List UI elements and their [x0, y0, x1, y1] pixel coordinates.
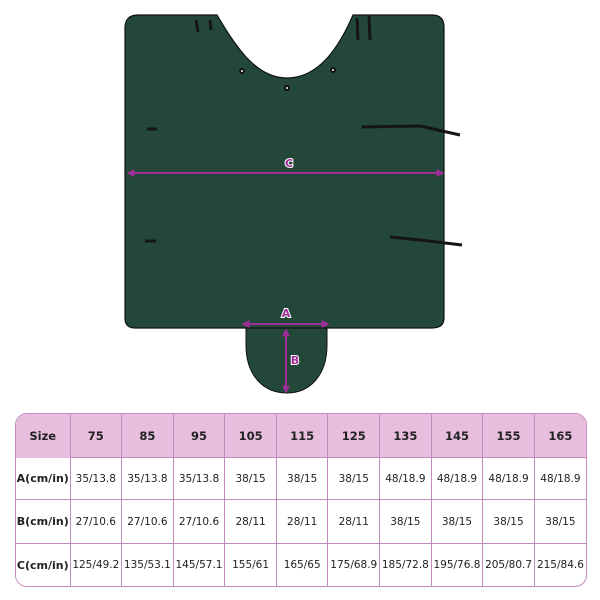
table-cell: 175/68.9 [327, 543, 381, 586]
header-size: 105 [224, 414, 277, 458]
table-cell: 27/10.6 [69, 499, 123, 545]
header-size: 155 [482, 414, 535, 458]
table-cell: 165/65 [275, 543, 329, 586]
header-size: 95 [172, 414, 226, 458]
table-cell: 35/13.8 [172, 456, 226, 501]
table-cell: 135/53.1 [121, 543, 174, 586]
header-size-label: Size [16, 414, 71, 458]
table-cell: 28/11 [224, 499, 277, 545]
table-row: B(cm/in) 27/10.6 27/10.6 27/10.6 28/11 28/11 2… [16, 499, 586, 545]
table-row: A(cm/in) 35/13.8 35/13.8 35/13.8 38/15 38/15 3… [16, 456, 586, 501]
header-size: 125 [327, 414, 381, 458]
table-cell: 38/15 [224, 456, 277, 501]
dimension-b-label: B [291, 354, 299, 367]
neck-strap-right [355, 15, 372, 41]
header-size: 115 [275, 414, 329, 458]
table-cell: 48/18.9 [430, 456, 484, 501]
table-cell: 27/10.6 [121, 499, 174, 545]
table-cell: 27/10.6 [172, 499, 226, 545]
table-cell: 205/80.7 [482, 543, 535, 586]
neck-buttons [239, 67, 336, 91]
table-cell: 155/61 [224, 543, 277, 586]
table-cell: 28/11 [327, 499, 381, 545]
table-cell: 48/18.9 [379, 456, 432, 501]
table-cell: 185/72.8 [379, 543, 432, 586]
table-cell: 48/18.9 [533, 456, 586, 501]
row-label: B(cm/in) [16, 499, 71, 545]
table-cell: 38/15 [327, 456, 381, 501]
header-size: 75 [69, 414, 123, 458]
table-cell: 195/76.8 [430, 543, 484, 586]
size-chart-table: Size 75 85 95 105 115 125 135 145 155 165 A(cm/in… [15, 413, 587, 587]
header-size: 145 [430, 414, 484, 458]
table-cell: 48/18.9 [482, 456, 535, 501]
neck-strap-left [194, 19, 213, 33]
table-cell: 28/11 [275, 499, 329, 545]
blanket-diagram: C A B [124, 14, 463, 394]
table-cell: 38/15 [275, 456, 329, 501]
table-cell: 35/13.8 [69, 456, 123, 501]
strap-front [361, 124, 461, 137]
table-cell: 145/57.1 [172, 543, 226, 586]
header-size: 85 [121, 414, 174, 458]
blanket-body [124, 14, 445, 329]
table-cell: 38/15 [482, 499, 535, 545]
row-label: A(cm/in) [16, 457, 71, 501]
row-label: C(cm/in) [16, 543, 71, 586]
table-cell: 125/49.2 [69, 543, 123, 586]
strap-rear [389, 235, 463, 247]
header-size: 135 [379, 414, 432, 458]
header-size: 165 [533, 414, 586, 458]
table-cell: 35/13.8 [121, 456, 174, 501]
table-cell: 38/15 [379, 499, 432, 545]
dimension-a-label: A [282, 307, 291, 320]
table-cell: 38/15 [533, 499, 586, 545]
table-cell: 38/15 [430, 499, 484, 545]
dimension-c-label: C [285, 157, 293, 170]
table-header-row: Size 75 85 95 105 115 125 135 145 155 165 [16, 414, 586, 458]
table-row: C(cm/in) 125/49.2 135/53.1 145/57.1 155/61 16… [16, 543, 586, 586]
table-cell: 215/84.6 [533, 543, 586, 586]
straps [145, 15, 463, 247]
